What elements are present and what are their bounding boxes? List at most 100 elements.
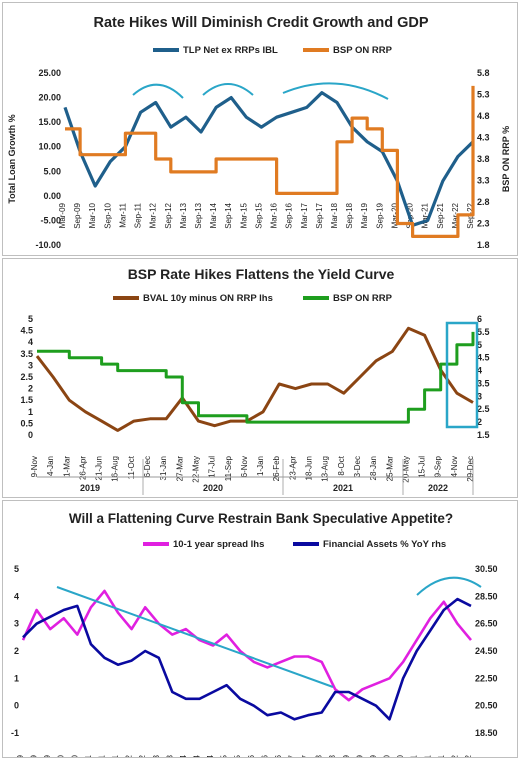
x-tick-label: 8-Oct bbox=[337, 455, 346, 475]
x-tick-label: 11-Sep bbox=[224, 455, 233, 481]
chart-title: Will a Flattening Curve Restrain Bank Sp… bbox=[69, 511, 453, 526]
y-tick-label: 3 bbox=[14, 619, 19, 629]
x-tick-label: Mar-20 bbox=[390, 202, 399, 228]
y2-tick-label: 6 bbox=[477, 314, 482, 324]
y2-tick-label: 4 bbox=[477, 366, 482, 376]
x-tick-label: Sep-12 bbox=[164, 202, 173, 228]
x-tick-label: 9-Nov bbox=[30, 456, 39, 477]
legend-label: Financial Assets % YoY rhs bbox=[323, 539, 446, 550]
y2-tick-label: 5.5 bbox=[477, 327, 490, 337]
x-tick-label: 25-Mar bbox=[385, 456, 394, 482]
x-tick-label: 6-Dec bbox=[143, 456, 152, 477]
y-tick-label: 4 bbox=[14, 591, 19, 601]
x-tick-label: Mar-21 bbox=[421, 202, 430, 228]
series-line bbox=[22, 597, 472, 721]
chart-1-svg: Rate Hikes Will Diminish Credit Growth a… bbox=[7, 15, 511, 250]
legend-label: BSP ON RRP bbox=[333, 45, 393, 56]
y-tick-label: 3.5 bbox=[20, 349, 33, 359]
x-tick-label: 9-Sep bbox=[434, 455, 443, 477]
x-tick-label: Mar-09 bbox=[58, 202, 67, 228]
y-tick-label: 10.00 bbox=[38, 142, 61, 152]
series-line bbox=[35, 326, 474, 432]
y2-axis-title: BSP ON RRP % bbox=[501, 126, 511, 192]
year-label: 2020 bbox=[203, 483, 223, 493]
y2-tick-label: 28.50 bbox=[475, 591, 498, 601]
x-tick-label: Nov-09 bbox=[43, 754, 52, 757]
series-line bbox=[63, 91, 475, 227]
x-tick-label: Oct-17 bbox=[301, 754, 310, 757]
x-tick-label: Jan-09 bbox=[16, 754, 25, 757]
x-tick-label: 4-Nov bbox=[450, 456, 459, 477]
x-tick-label: Dec-16 bbox=[274, 754, 283, 757]
legend-label: BSP ON RRP bbox=[333, 293, 393, 304]
x-tick-label: 1-Jan bbox=[256, 456, 265, 476]
x-tick-label: 26-Feb bbox=[272, 455, 281, 481]
x-tick-label: Dec-21 bbox=[437, 754, 446, 757]
x-tick-label: Sep-13 bbox=[194, 202, 203, 228]
x-tick-label: 27-Mar bbox=[175, 456, 184, 482]
y2-tick-label: 18.50 bbox=[475, 728, 498, 738]
x-tick-label: Aug-18 bbox=[328, 754, 337, 757]
y2-tick-label: 5.3 bbox=[477, 90, 490, 100]
y-tick-label: 1 bbox=[28, 407, 33, 417]
chart-3-svg: Will a Flattening Curve Restrain Bank Sp… bbox=[11, 511, 498, 757]
x-tick-label: Oct-22 bbox=[464, 754, 473, 757]
chart-title: BSP Rate Hikes Flattens the Yield Curve bbox=[128, 266, 395, 282]
x-tick-label: 18-Jun bbox=[305, 456, 314, 480]
year-label: 2021 bbox=[333, 483, 353, 493]
x-tick-label: Feb-21 bbox=[410, 754, 419, 757]
x-tick-label: 16-Aug bbox=[111, 456, 120, 482]
x-tick-label: 31-Jan bbox=[159, 456, 168, 480]
y2-tick-label: 2.3 bbox=[477, 219, 490, 229]
x-tick-label: Sep-19 bbox=[375, 202, 384, 228]
y-tick-label: 15.00 bbox=[38, 117, 61, 127]
y-tick-label: 20.00 bbox=[38, 93, 61, 103]
x-tick-label: Mar-17 bbox=[300, 202, 309, 228]
x-tick-label: Feb-11 bbox=[84, 754, 93, 757]
x-tick-label: 23-Apr bbox=[288, 456, 297, 480]
x-tick-label: 3-Dec bbox=[353, 456, 362, 477]
y-axis-title: Total Loan Growth % bbox=[7, 114, 17, 203]
x-tick-label: May-17 bbox=[288, 754, 297, 757]
x-tick-label: Mar-11 bbox=[118, 202, 127, 227]
chart-panel-3: Will a Flattening Curve Restrain Bank Sp… bbox=[2, 500, 518, 758]
trend-annotation-arc bbox=[416, 576, 482, 596]
x-tick-label: 11-Oct bbox=[127, 455, 136, 479]
y-tick-label: 2.5 bbox=[20, 372, 33, 382]
y-tick-label: -1 bbox=[11, 728, 19, 738]
y-tick-label: 2 bbox=[28, 384, 33, 394]
x-tick-label: 17-Jul bbox=[208, 456, 217, 478]
legend-label: TLP Net ex RRPs IBL bbox=[183, 45, 278, 56]
x-tick-label: Jan-19 bbox=[342, 754, 351, 757]
y2-tick-label: 3.8 bbox=[477, 154, 490, 164]
y-tick-label: 2 bbox=[14, 646, 19, 656]
legend-label: BVAL 10y minus ON RRP lhs bbox=[143, 293, 273, 304]
x-tick-label: Sep-11 bbox=[134, 202, 143, 228]
x-tick-label: Aug-13 bbox=[165, 754, 174, 757]
chart-title: Rate Hikes Will Diminish Credit Growth a… bbox=[93, 15, 428, 31]
x-tick-label: 29-Dec bbox=[466, 456, 475, 482]
y-tick-label: 0.5 bbox=[20, 418, 33, 428]
y2-tick-label: 5 bbox=[477, 340, 482, 350]
x-tick-label: Sep-15 bbox=[233, 754, 242, 757]
x-tick-label: Mar-14 bbox=[209, 202, 218, 228]
y-tick-label: 4 bbox=[28, 337, 33, 347]
trend-annotation-arc bbox=[132, 83, 184, 99]
x-tick-label: Jul-21 bbox=[423, 754, 432, 757]
chart-panel-2: BSP Rate Hikes Flattens the Yield Curve B… bbox=[2, 258, 518, 498]
x-tick-label: Jun-19 bbox=[355, 754, 364, 757]
highlight-box bbox=[445, 321, 479, 429]
y-tick-label: 0 bbox=[28, 430, 33, 440]
x-tick-label: Sep-21 bbox=[436, 202, 445, 228]
x-tick-label: Jul-16 bbox=[260, 754, 269, 757]
x-tick-label: Feb-16 bbox=[247, 754, 256, 757]
y-tick-label: 5 bbox=[14, 564, 19, 574]
x-tick-label: Sep-18 bbox=[345, 202, 354, 228]
y2-tick-label: 22.50 bbox=[475, 673, 498, 683]
series-line bbox=[37, 331, 475, 424]
x-tick-label: Dec-11 bbox=[111, 754, 120, 757]
x-tick-label: Apr-15 bbox=[220, 754, 229, 757]
y2-tick-label: 24.50 bbox=[475, 646, 498, 656]
y2-tick-label: 5.8 bbox=[477, 68, 490, 78]
y2-tick-label: 2.8 bbox=[477, 197, 490, 207]
